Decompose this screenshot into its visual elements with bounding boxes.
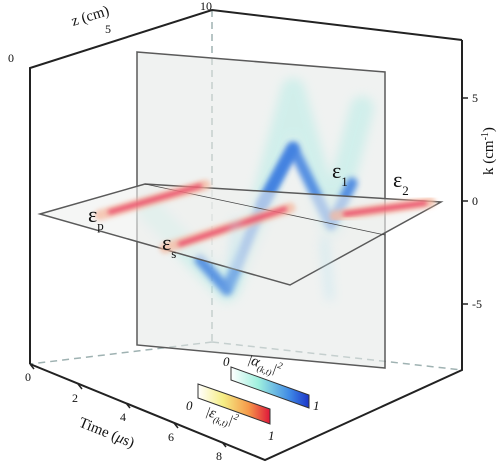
k-axis: 5 0 -5 k (cm-1) [462,91,497,311]
k-axis-label: k (cm-1) [480,127,497,175]
colorbar-alpha-min: 0 [223,354,230,369]
time-tick-mark-2 [77,383,83,390]
probe-pulse [107,183,203,215]
label-ep: εp [88,202,104,233]
horizontal-plane [37,183,444,286]
time-tick-4: 4 [120,410,126,424]
time-axis-label: Time (μs) [77,415,137,452]
time-tick-8: 8 [216,449,222,463]
time-tick-6: 6 [168,430,174,444]
spin-wave-lower-trace [227,217,335,301]
time-tick-mark-8 [221,441,227,448]
optical-pulses [94,179,436,254]
label-e1: ε1 [332,158,348,189]
colorbar-epsilon: 0 1 |ε(k,t)|2 [186,383,275,443]
time-tick-mark-6 [173,422,179,429]
time-tick-0: 0 [25,370,31,384]
colorbar-epsilon-max: 1 [268,428,275,443]
colorbar-epsilon-gradient [197,383,271,425]
z-tick-10: 10 [200,0,212,13]
k-tick-neg5: -5 [472,297,482,311]
time-tick-mark-0 [29,363,35,370]
label-e2: ε2 [393,167,409,198]
k-tick-0: 0 [472,194,478,208]
colorbar-epsilon-label: |ε(k,t)|2 [203,402,241,432]
colorbar-alpha-max: 1 [313,398,320,413]
label-es: εs [162,230,176,261]
z-tick-0: 0 [8,51,14,65]
k-tick-5: 5 [472,91,478,105]
time-tick-mark-4 [125,402,131,409]
box-top-back-edges [29,8,463,364]
z-tick-5: 5 [105,22,111,36]
colorbar-epsilon-min: 0 [186,398,193,413]
colorbar-alpha-gradient [230,366,310,409]
output-pulse [342,200,428,217]
time-axis [29,363,227,448]
time-tick-2: 2 [72,391,78,405]
box-front-edges [29,40,463,462]
box-edges [29,8,463,462]
colorbar-alpha-label: |α(k,t)|2 [245,350,285,381]
colorbar-alpha: 0 1 |α(k,t)|2 [223,350,320,413]
